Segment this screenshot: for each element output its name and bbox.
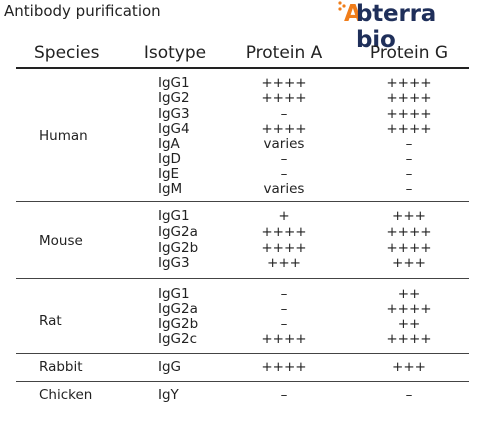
protein-g-cell: ++++ (386, 90, 432, 106)
isotype-cell: IgG (158, 359, 182, 375)
protein-a-cell: – (280, 106, 288, 122)
header-protein-a: Protein A (245, 43, 323, 63)
page-title: Antibody purification (4, 2, 161, 20)
isotype-cell: IgG4 (158, 121, 190, 137)
logo-accent-letter: A (344, 1, 362, 27)
isotype-cell: IgA (158, 136, 180, 152)
protein-g-cell: – (405, 136, 413, 152)
isotype-cell: IgG2 (158, 90, 190, 106)
group-divider (16, 381, 469, 382)
header-species: Species (34, 43, 100, 63)
protein-g-cell: +++ (392, 255, 426, 271)
isotype-cell: IgG2b (158, 316, 199, 332)
isotype-cell: IgG1 (158, 75, 190, 91)
species-label: Rat (39, 313, 62, 329)
isotype-cell: IgE (158, 166, 180, 182)
isotype-cell: IgG3 (158, 255, 190, 271)
protein-g-cell: – (405, 151, 413, 167)
protein-g-cell: ++++ (386, 240, 432, 256)
isotype-cell: IgG2b (158, 240, 199, 256)
protein-g-cell: ++ (397, 316, 421, 332)
species-label: Mouse (39, 233, 83, 249)
header-isotype: Isotype (143, 43, 207, 63)
header-protein-g: Protein G (369, 43, 449, 63)
protein-g-cell: ++++ (386, 75, 432, 91)
logo-text: bterra bio (356, 1, 437, 53)
protein-a-cell: – (280, 286, 288, 302)
isotype-cell: IgD (158, 151, 181, 167)
protein-g-cell: – (405, 181, 413, 197)
protein-a-cell: varies (263, 136, 305, 152)
protein-a-cell: + (278, 208, 290, 224)
protein-a-cell: – (280, 387, 288, 403)
protein-g-cell: ++ (397, 286, 421, 302)
protein-a-cell: ++++ (261, 224, 307, 240)
protein-a-cell: ++++ (261, 75, 307, 91)
protein-g-cell: ++++ (386, 224, 432, 240)
isotype-cell: IgY (158, 387, 179, 403)
protein-a-cell: varies (263, 181, 305, 197)
protein-g-cell: +++ (392, 208, 426, 224)
isotype-cell: IgG1 (158, 208, 190, 224)
protein-a-cell: ++++ (261, 331, 307, 347)
isotype-cell: IgG1 (158, 286, 190, 302)
group-divider (16, 353, 469, 354)
isotype-cell: IgG2a (158, 301, 198, 317)
header-rule (16, 67, 469, 69)
isotype-cell: IgG3 (158, 106, 190, 122)
isotype-cell: IgG2a (158, 224, 198, 240)
protein-a-cell: ++++ (261, 121, 307, 137)
protein-g-cell: +++ (392, 359, 426, 375)
isotype-cell: IgM (158, 181, 183, 197)
protein-a-cell: ++++ (261, 90, 307, 106)
species-label: Human (39, 128, 88, 144)
protein-g-cell: – (405, 166, 413, 182)
logo-dots-icon (338, 1, 346, 11)
protein-a-cell: ++++ (261, 359, 307, 375)
species-label: Rabbit (39, 359, 83, 375)
protein-g-cell: ++++ (386, 121, 432, 137)
group-divider (16, 201, 469, 202)
species-label: Chicken (39, 387, 93, 403)
protein-a-cell: – (280, 151, 288, 167)
protein-g-cell: ++++ (386, 106, 432, 122)
abterra-bio-logo: A bterra bio (338, 1, 478, 53)
protein-g-cell: ++++ (386, 301, 432, 317)
protein-a-cell: – (280, 301, 288, 317)
protein-a-cell: – (280, 166, 288, 182)
protein-g-cell: ++++ (386, 331, 432, 347)
protein-a-cell: – (280, 316, 288, 332)
isotype-cell: IgG2c (158, 331, 198, 347)
protein-a-cell: ++++ (261, 240, 307, 256)
group-divider (16, 278, 469, 279)
protein-g-cell: – (405, 387, 413, 403)
protein-a-cell: +++ (267, 255, 301, 271)
